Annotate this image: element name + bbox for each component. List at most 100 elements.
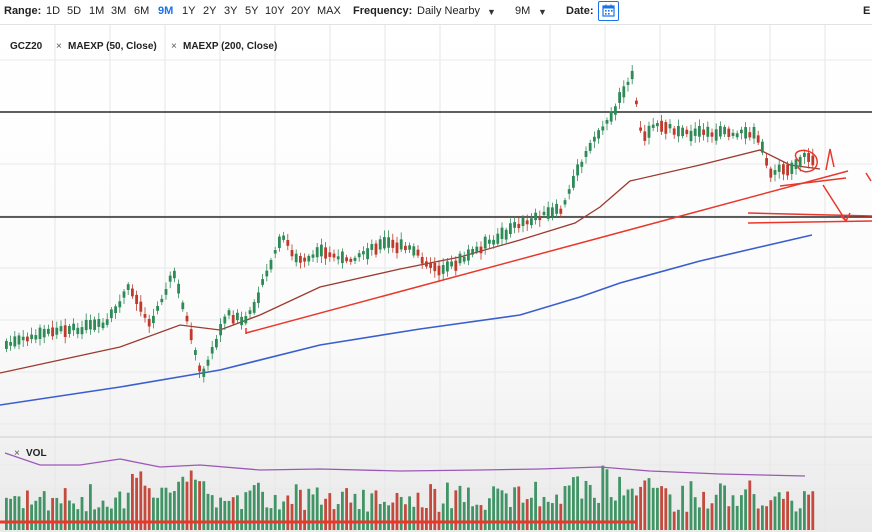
range-10y[interactable]: 10Y xyxy=(265,5,285,17)
candle-body xyxy=(13,336,17,347)
range-5d[interactable]: 5D xyxy=(67,5,82,17)
calendar-button[interactable] xyxy=(598,1,619,21)
trendline-annotation[interactable] xyxy=(245,170,849,334)
range-1m[interactable]: 1M xyxy=(89,5,105,17)
close-icon[interactable]: × xyxy=(171,41,177,52)
volume-bar xyxy=(714,494,718,530)
volume-bar xyxy=(194,479,197,530)
volume-bar xyxy=(433,488,437,530)
calendar-icon xyxy=(602,4,615,17)
support-line-annotation[interactable] xyxy=(779,177,847,187)
frequency-select[interactable]: Daily Nearby xyxy=(417,5,480,17)
candle-body xyxy=(429,263,432,268)
volume-bar xyxy=(786,491,789,530)
legend-study-ma200[interactable]: MAEXP (200, Close) xyxy=(183,41,277,52)
volume-bar xyxy=(525,499,529,530)
candle-body xyxy=(118,301,122,308)
candle-body xyxy=(194,350,197,355)
candlestick-series xyxy=(5,65,815,383)
volume-bar xyxy=(278,509,281,530)
range-20y[interactable]: 20Y xyxy=(291,5,311,17)
range-3m[interactable]: 3M xyxy=(111,5,127,17)
volume-bar xyxy=(504,493,508,530)
candle-body xyxy=(173,270,176,279)
close-icon[interactable]: × xyxy=(14,448,20,459)
candle-body xyxy=(63,325,67,338)
chevron-down-icon[interactable]: ▼ xyxy=(538,7,547,17)
volume-bar xyxy=(147,488,151,530)
range-3y[interactable]: 3Y xyxy=(224,5,238,17)
volume-bar xyxy=(341,491,344,530)
candle-body xyxy=(273,250,277,254)
volume-bar xyxy=(777,492,781,530)
volume-bar xyxy=(13,496,17,530)
candle-body xyxy=(702,129,705,135)
legend-symbol[interactable]: GCZ20 xyxy=(10,41,43,52)
volume-bar xyxy=(324,498,327,530)
close-icon[interactable]: × xyxy=(56,41,62,52)
volume-bar xyxy=(21,508,25,530)
volume-bar xyxy=(332,509,336,530)
candle-body xyxy=(542,211,546,215)
period-select[interactable]: 9M xyxy=(515,5,531,17)
candle-body xyxy=(639,127,642,131)
range-max[interactable]: MAX xyxy=(317,5,341,17)
range-1y[interactable]: 1Y xyxy=(182,5,196,17)
volume-bar xyxy=(5,497,8,530)
volume-bar xyxy=(311,494,315,530)
range-6m[interactable]: 6M xyxy=(134,5,150,17)
volume-bar xyxy=(30,504,33,530)
candle-body xyxy=(756,135,760,143)
volume-bar xyxy=(614,500,617,530)
legend-study-ma50[interactable]: MAEXP (50, Close) xyxy=(68,41,157,52)
drawn-annotations[interactable] xyxy=(245,148,872,334)
candle-body xyxy=(42,328,46,338)
range-5y[interactable]: 5Y xyxy=(245,5,259,17)
candle-body xyxy=(391,239,395,248)
candle-body xyxy=(803,152,806,157)
candle-body xyxy=(38,327,42,339)
target-line-annotation[interactable] xyxy=(747,212,872,217)
candle-body xyxy=(710,132,714,137)
candle-body xyxy=(593,136,596,142)
arrow-annotation[interactable] xyxy=(825,148,835,171)
candle-body xyxy=(286,240,290,246)
candle-body xyxy=(139,301,143,312)
candle-body xyxy=(752,126,756,139)
range-9m[interactable]: 9M xyxy=(158,5,174,17)
volume-bar xyxy=(118,491,122,530)
volume-bar xyxy=(219,497,222,530)
volume-bar xyxy=(509,507,512,530)
candle-body xyxy=(677,125,680,137)
volume-bar xyxy=(488,498,491,530)
volume-bar xyxy=(811,491,815,530)
candle-body xyxy=(521,217,525,227)
candle-body xyxy=(656,123,659,127)
export-button[interactable]: E xyxy=(863,5,871,17)
range-2y[interactable]: 2Y xyxy=(203,5,217,17)
price-chart[interactable]: GCZ20 × MAEXP (50, Close) × MAEXP (200, … xyxy=(0,25,872,532)
volume-bar xyxy=(756,508,760,530)
range-1d[interactable]: 1D xyxy=(46,5,61,17)
candle-body xyxy=(546,207,550,219)
candle-body xyxy=(34,335,38,340)
volume-bar xyxy=(51,497,54,530)
candle-body xyxy=(353,257,357,261)
volume-bar xyxy=(483,509,487,530)
candle-body xyxy=(408,245,411,250)
circle-annotation[interactable] xyxy=(794,149,818,173)
candle-body xyxy=(412,246,416,256)
volume-bar xyxy=(185,481,189,530)
target-line-annotation[interactable] xyxy=(747,220,872,224)
volume-bar xyxy=(723,485,726,530)
candle-body xyxy=(177,283,180,294)
candle-body xyxy=(698,125,701,137)
candle-body xyxy=(773,170,777,175)
volume-bar xyxy=(164,487,168,530)
candle-body xyxy=(454,260,458,271)
chart-legend: GCZ20 × MAEXP (50, Close) × MAEXP (200, … xyxy=(10,41,277,52)
chevron-down-icon[interactable]: ▼ xyxy=(487,7,496,17)
candle-body xyxy=(294,253,298,263)
candle-body xyxy=(446,261,449,272)
candle-body xyxy=(496,233,500,244)
